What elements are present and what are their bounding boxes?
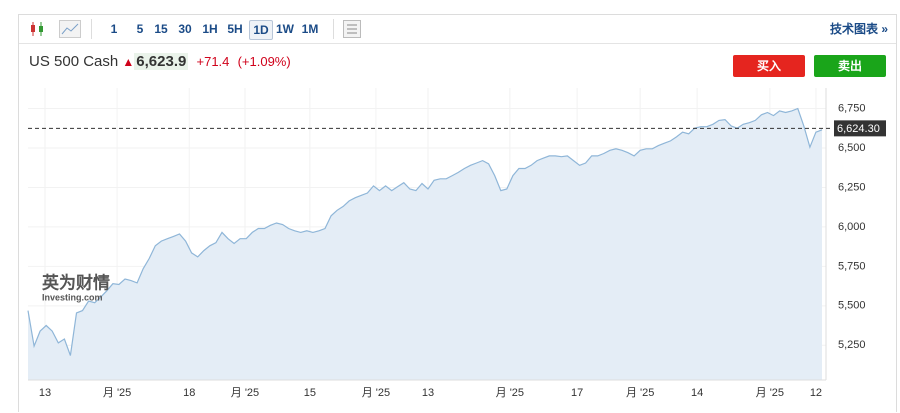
interval-button[interactable]: 30 bbox=[178, 22, 192, 36]
change: +71.4 bbox=[196, 54, 230, 69]
x-tick-label: 月 '25 bbox=[496, 387, 524, 399]
change-pct: (+1.09%) bbox=[237, 54, 291, 69]
y-tick-label: 6,250 bbox=[838, 181, 866, 193]
x-tick-label: 月 '25 bbox=[626, 387, 654, 399]
interval-button[interactable]: 1W bbox=[276, 22, 294, 36]
instrument-name: US 500 Cash bbox=[29, 53, 119, 70]
x-tick-label: 13 bbox=[39, 387, 51, 399]
y-tick-label: 5,250 bbox=[838, 339, 866, 351]
x-tick-label: 月 '25 bbox=[756, 387, 784, 399]
widget: 1 5 15 30 1H 5H 1D 1W 1M 技术图表 » US 500 Cash ▲ 6,6… bbox=[18, 14, 897, 412]
interval-button[interactable]: 1H bbox=[202, 22, 218, 36]
x-tick-label: 15 bbox=[304, 387, 316, 399]
interval-button[interactable]: 1D bbox=[249, 20, 273, 40]
x-tick-label: 12 bbox=[810, 387, 822, 399]
x-tick-label: 月 '25 bbox=[103, 387, 131, 399]
sell-button[interactable]: 卖出 bbox=[814, 55, 886, 77]
line-icon[interactable] bbox=[59, 20, 81, 38]
interval-button[interactable]: 5 bbox=[136, 22, 144, 36]
x-tick-label: 18 bbox=[183, 387, 195, 399]
price: 6,623.9 bbox=[134, 53, 189, 70]
y-tick-label: 5,500 bbox=[838, 300, 866, 312]
interval-button[interactable]: 1 bbox=[110, 22, 118, 36]
last-price-box bbox=[834, 120, 886, 137]
table-icon[interactable] bbox=[343, 20, 361, 38]
y-tick-label: 6,000 bbox=[838, 221, 866, 233]
x-tick-label: 月 '25 bbox=[231, 387, 259, 399]
y-tick-label: 6,500 bbox=[838, 142, 866, 154]
instrument-header: US 500 Cash ▲ 6,623.9 +71.4 (+1.09%) bbox=[29, 53, 291, 70]
watermark-brand: 英为财情 bbox=[42, 272, 110, 292]
x-tick-label: 月 '25 bbox=[362, 387, 390, 399]
candle-icon[interactable] bbox=[29, 21, 47, 37]
up-arrow: ▲ bbox=[122, 55, 135, 69]
line bbox=[27, 107, 823, 356]
plot: 5,250 5,500 5,750 6,000 6,250 6,500 6,750 13 月 '… bbox=[27, 88, 886, 399]
y-tick-label: 6,750 bbox=[838, 102, 866, 114]
interval-button[interactable]: 1M bbox=[301, 22, 319, 36]
x-tick-label: 13 bbox=[422, 387, 434, 399]
y-tick-label: 5,750 bbox=[838, 260, 866, 272]
interval-button[interactable]: 15 bbox=[154, 22, 168, 36]
area bbox=[28, 108, 822, 380]
x-tick-label: 17 bbox=[571, 387, 583, 399]
tech-chart-link[interactable]: 技术图表 » bbox=[829, 22, 888, 36]
interval-button[interactable]: 5H bbox=[227, 22, 243, 36]
last-price-label: 6,624.30 bbox=[837, 123, 880, 135]
toolbar: 1 5 15 30 1H 5H 1D 1W 1M 技术图表 » bbox=[19, 15, 896, 44]
buy-button[interactable]: 买入 bbox=[733, 55, 805, 77]
watermark-site: Investing.com bbox=[42, 292, 103, 302]
x-tick-label: 14 bbox=[691, 387, 703, 399]
